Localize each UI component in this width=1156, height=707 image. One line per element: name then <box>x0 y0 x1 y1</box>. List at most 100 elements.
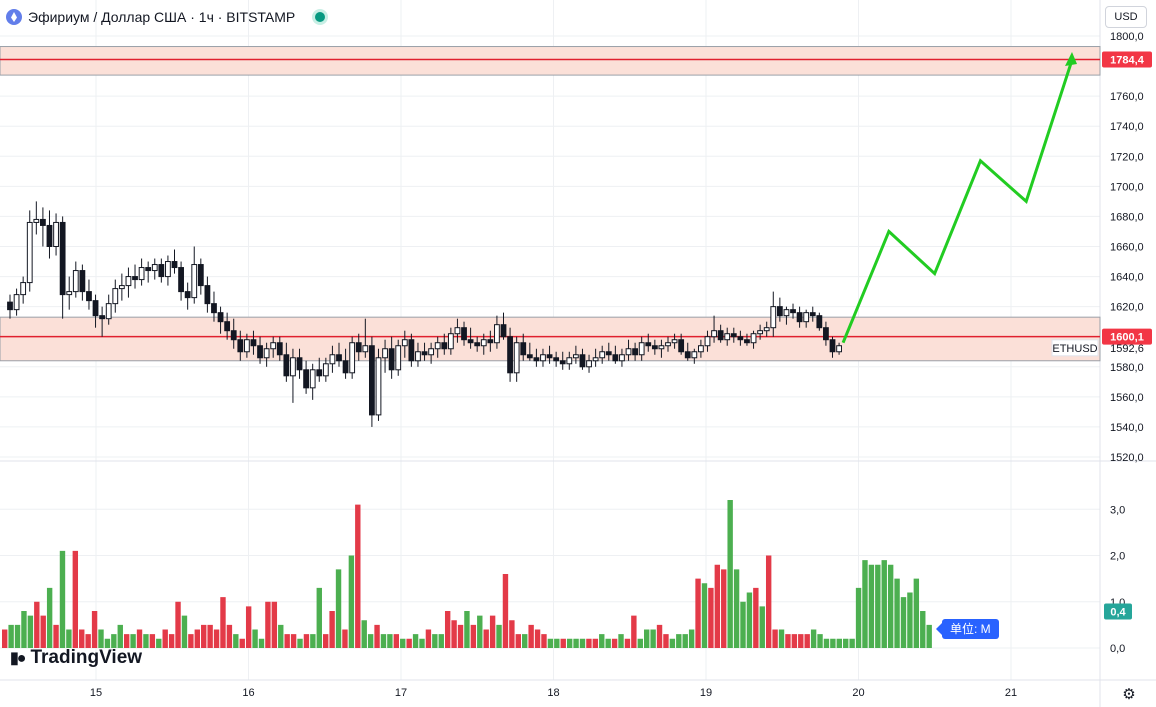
candle-body <box>99 315 106 320</box>
candle-body <box>388 348 395 371</box>
time-tick-label: 21 <box>1005 687 1017 699</box>
volume-bar <box>40 615 46 648</box>
candle-body <box>303 369 310 389</box>
candle-body <box>13 294 20 311</box>
time-tick-label: 16 <box>242 687 254 699</box>
candle-body <box>79 270 86 293</box>
candle-body <box>744 339 750 344</box>
candle <box>421 342 428 361</box>
logo-text: TradingView <box>30 647 143 668</box>
volume-bar <box>104 638 111 648</box>
candle <box>132 264 138 289</box>
candle <box>33 201 40 235</box>
candle <box>276 336 283 361</box>
volume-bar <box>27 615 34 648</box>
volume-bar <box>91 611 98 648</box>
volume-bar <box>444 611 451 648</box>
candle <box>53 213 59 256</box>
symbol-tag-label: ETHUSD <box>1052 343 1097 355</box>
candle-body <box>737 336 744 341</box>
volume-bar <box>483 629 489 648</box>
candle <box>513 336 520 382</box>
candle-body <box>533 357 540 362</box>
candle <box>836 342 842 355</box>
volume-bar <box>425 629 432 648</box>
last-price-label: 1592,6 <box>1110 343 1144 355</box>
candle-body <box>362 345 369 353</box>
candle-body <box>428 348 435 356</box>
candle-body <box>698 345 704 353</box>
volume-bar <box>419 638 425 648</box>
settings-gear-icon[interactable]: ⚙ <box>1122 686 1136 703</box>
candle-body <box>355 342 362 353</box>
candle-body <box>105 303 112 320</box>
candle <box>362 318 369 358</box>
candle-body <box>592 357 599 362</box>
volume-bar <box>605 638 611 648</box>
candle-body <box>382 348 388 359</box>
volume-bar <box>701 583 708 648</box>
forecast-arrow-head <box>1065 52 1077 67</box>
candle-body <box>796 312 803 323</box>
candle-body <box>309 369 316 389</box>
candle-body <box>619 354 625 362</box>
candle <box>211 291 217 322</box>
candle-body <box>494 324 500 344</box>
candle-body <box>480 339 487 347</box>
candle-body <box>461 327 467 341</box>
candle <box>691 348 698 364</box>
volume-bar <box>817 634 823 648</box>
volume-bar <box>143 634 149 648</box>
candle <box>592 348 599 367</box>
volume-bar <box>162 629 168 648</box>
candle <box>658 339 665 358</box>
volume-bar <box>432 634 438 648</box>
candle <box>553 351 560 367</box>
candle <box>829 336 836 358</box>
volume-bar <box>656 624 663 648</box>
candle <box>586 354 592 373</box>
candle <box>724 327 731 346</box>
candle-body <box>803 312 810 323</box>
volume-bar <box>265 601 271 648</box>
volume-bar <box>98 629 104 648</box>
volume-bar <box>361 620 367 648</box>
volume-bar <box>798 634 804 648</box>
candle-body <box>763 327 770 332</box>
volume-bar <box>586 638 592 648</box>
volume-bar <box>85 634 91 648</box>
candle-body <box>520 342 527 356</box>
candle <box>803 309 810 328</box>
price-tick-label: 1740,0 <box>1110 121 1144 133</box>
volume-bar <box>913 578 920 648</box>
candle-body <box>197 264 204 287</box>
market-status-icon[interactable] <box>315 12 326 22</box>
volume-bar <box>881 560 887 648</box>
candle-body <box>625 348 632 356</box>
candle <box>59 216 66 319</box>
candle-body <box>507 336 513 374</box>
candle-body <box>184 291 191 299</box>
candle <box>237 330 244 361</box>
price-tick-label: 1680,0 <box>1110 211 1144 223</box>
time-tick-label: 19 <box>700 687 712 699</box>
candle <box>816 312 823 331</box>
volume-bar <box>136 629 143 648</box>
candle-body <box>53 221 59 247</box>
volume-bar <box>323 634 329 648</box>
candle-body <box>790 309 796 314</box>
volume-bar <box>676 634 682 648</box>
volume-bar <box>695 578 701 648</box>
volume-bar <box>451 620 457 648</box>
symbol-title[interactable]: Эфириум / Доллар США · 1ч · BITSTAMP <box>28 9 296 25</box>
tradingview-logo[interactable]: ▮● TradingView <box>10 647 142 669</box>
candle <box>20 276 27 304</box>
volume-bar <box>367 634 374 648</box>
ethereum-icon <box>6 9 22 25</box>
volume-bar <box>72 550 79 648</box>
candle-body <box>7 301 13 311</box>
volume-bar <box>599 634 605 648</box>
candle-body <box>250 339 257 347</box>
currency-selector-button[interactable]: USD <box>1105 6 1147 28</box>
